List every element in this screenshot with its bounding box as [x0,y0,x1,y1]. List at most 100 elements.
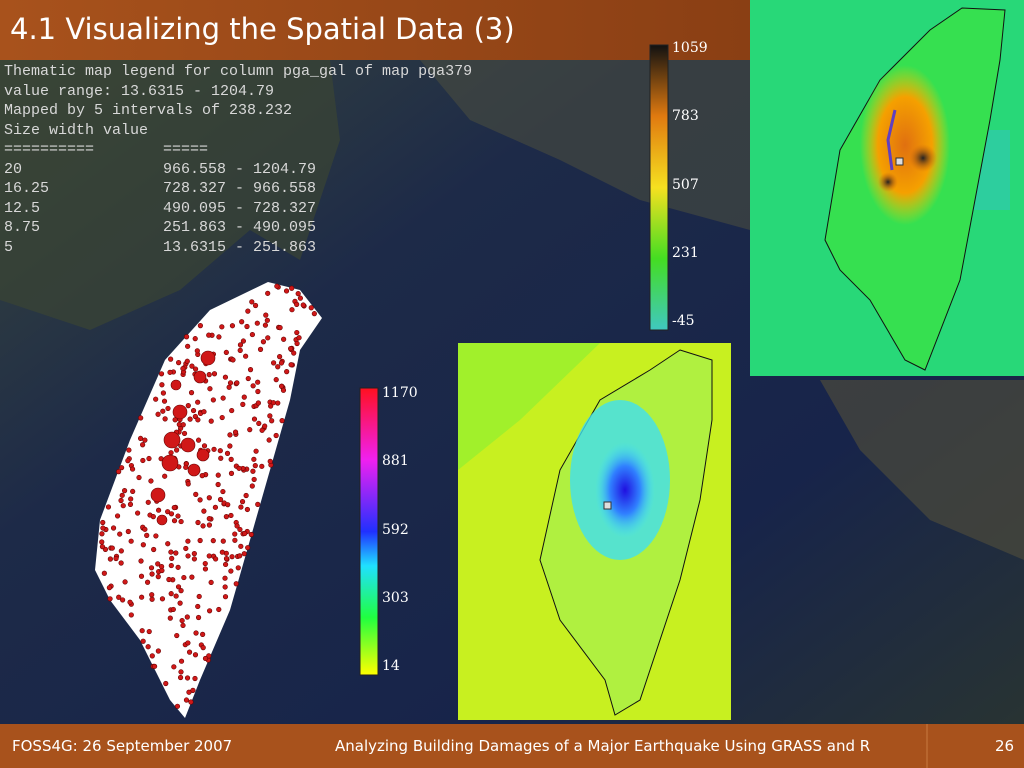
station-point [239,319,245,325]
footer-bar [0,724,1024,768]
station-point [172,417,178,423]
station-point [206,553,212,559]
station-point [294,301,300,307]
colorbar-label: 1170 [382,385,418,401]
station-point [227,380,234,386]
station-point [281,336,287,342]
legend-size: 8.75 [4,219,41,236]
station-point [219,549,225,555]
station-point [100,519,106,526]
colorbar-label: -45 [672,313,695,329]
station-point [238,543,244,549]
station-point [181,574,187,581]
station-point [234,380,240,386]
station-point [201,409,207,415]
station-point [206,332,212,338]
station-point [127,501,134,507]
station-point [138,573,145,579]
legend-size: 12.5 [4,199,41,217]
station-point [138,415,144,421]
station-point [139,628,145,634]
station-point [201,443,208,449]
station-point [228,568,234,574]
station-point [255,379,261,385]
station-point [297,295,303,301]
station-point [168,511,175,517]
station-point [220,395,226,401]
station-point [149,596,155,602]
station-point [185,403,191,409]
station-point [186,689,192,695]
station-point [202,566,209,572]
station-point [308,305,314,311]
station-point [228,456,234,462]
station-point [300,302,306,308]
station-point [174,703,181,709]
station-point [167,369,173,375]
station-point [229,323,236,329]
station-point [202,655,209,662]
station-point [194,348,200,354]
hot-area [860,65,950,225]
station-point [169,555,175,562]
station-point [288,346,294,352]
station-point [222,594,229,600]
station-point [274,283,280,289]
station-point [239,499,246,505]
station-point [130,488,136,495]
legend-range: 490.095 - 728.327 [163,199,317,217]
station-point [206,516,212,522]
footer-left: FOSS4G: 26 September 2007 [12,737,233,755]
station-point [267,458,273,464]
station-point [140,542,146,548]
station-point [222,575,228,581]
station-point [128,612,134,618]
station-point [265,335,271,341]
station-point [249,331,256,338]
station-point [183,464,189,470]
colorbar-label: 231 [672,244,699,261]
station-point [237,342,244,348]
station-point [184,675,191,681]
station-point [229,554,235,560]
station-point [222,561,229,568]
station-point [128,496,134,502]
station-point [118,560,124,566]
marker [895,157,904,166]
station-point [215,481,221,488]
station-point [255,400,261,406]
station-point [229,407,235,414]
station-point [116,469,122,475]
station-point [171,664,177,670]
station-point [184,358,190,364]
station-point [170,606,176,613]
station-point [268,403,274,409]
station-point [220,538,226,544]
station-point [251,456,257,462]
station-point [140,457,146,464]
station-point [174,632,180,639]
land-mass [820,380,1024,560]
station-point [156,507,162,513]
station-point [208,418,214,424]
legend-range: 251.863 - 490.095 [163,219,317,236]
station-point [206,495,212,501]
station-point [247,427,253,433]
colorbar-label: 592 [382,521,409,538]
station-point [118,497,124,504]
station-point [192,366,199,372]
station-point [289,307,295,313]
station-point [275,364,281,370]
station-point [227,432,233,438]
station-point [196,593,202,600]
station-point [165,405,171,412]
station-point [183,334,190,340]
station-point [200,631,206,637]
station-point [201,508,207,514]
station-point [253,448,259,454]
station-point [249,483,255,489]
legend-line: Size width value [4,121,149,139]
hot-spot [878,172,898,192]
station-point [245,545,251,551]
station-point [161,398,168,404]
